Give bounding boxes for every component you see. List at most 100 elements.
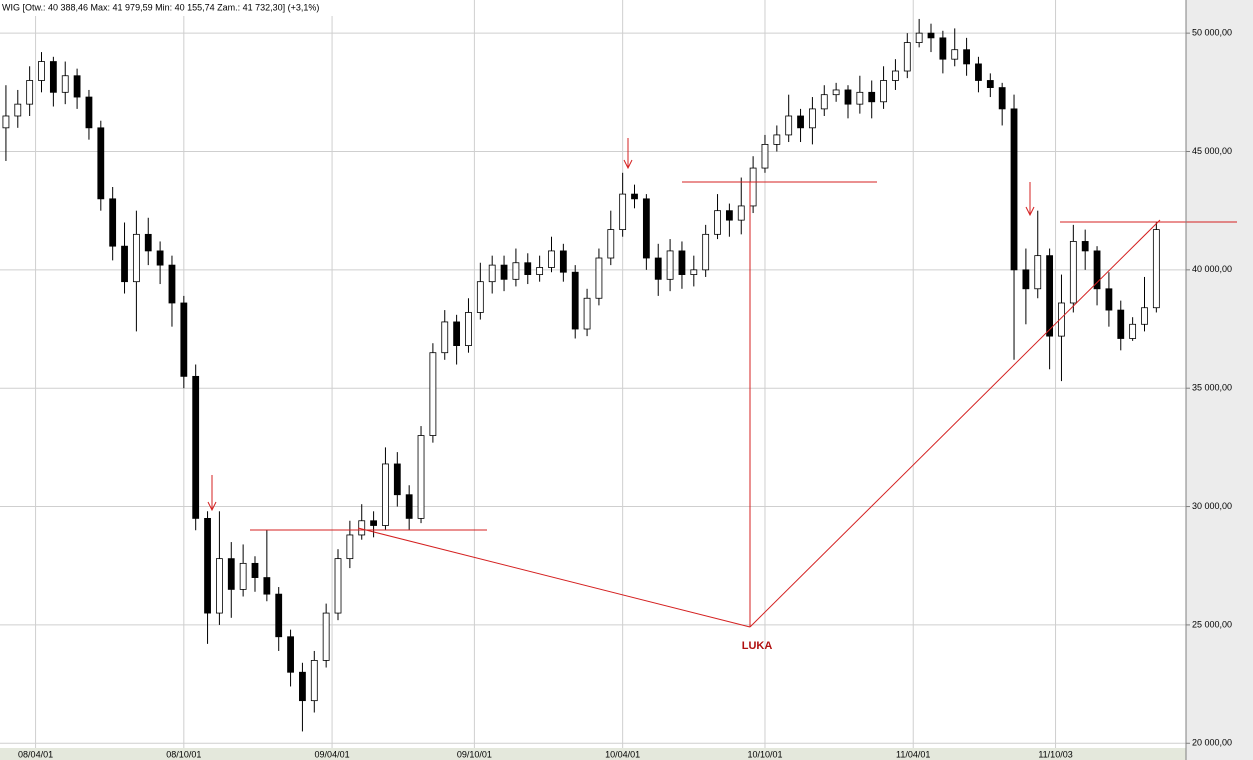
candle-body [14,103,22,117]
candle-body [476,281,484,313]
candle-body [465,312,472,346]
candle-body [832,89,840,96]
candle-body [607,229,615,259]
candle-body [761,143,769,169]
candle-body [299,671,306,702]
candle-body [737,205,745,221]
candle-body [880,80,887,103]
y-tick-label: 25 000,00 [1192,619,1232,629]
candle-body [393,463,401,496]
candle-body [38,61,45,81]
candle-body [749,167,757,207]
candle-body [49,61,57,93]
candle-body [429,352,437,436]
candle-body [548,250,555,268]
trend-line [357,527,751,628]
candle-body [1022,269,1030,290]
y-tick-label: 30 000,00 [1192,501,1232,511]
candle-body [678,250,686,275]
candle-body [227,558,235,590]
candle-body [405,494,413,519]
candle-body [642,198,650,259]
candle-body [2,115,10,129]
candle-body [370,520,377,526]
candle-body [216,558,223,614]
candle-body [903,42,911,72]
candle-body [97,127,105,200]
x-tick-label: 09/04/01 [315,749,350,759]
candle-body [809,108,816,129]
candle-body [868,91,876,103]
candle-body [856,91,864,105]
candle-body [156,250,164,266]
candle-body [1058,302,1065,337]
x-axis-area [0,748,1186,760]
annotation: LUKA [742,640,773,652]
candle-body [263,577,271,595]
candle-body [358,520,366,536]
candle-body [441,321,449,354]
x-tick-label: 09/10/01 [457,749,492,759]
candle-body [951,49,959,60]
candle-body [1093,250,1101,290]
candle-body [583,297,591,330]
candle-body [1046,255,1054,337]
candle-body [192,375,200,519]
candle-body [702,233,710,271]
candle-body [927,32,935,39]
arrow [623,138,633,170]
y-tick-label: 50 000,00 [1192,28,1232,38]
candle-body [1069,241,1077,304]
candle-body [251,562,259,578]
candle-body [287,636,294,673]
candle-body [109,198,117,247]
y-tick-label: 40 000,00 [1192,264,1232,274]
y-tick-label: 20 000,00 [1192,738,1232,748]
annotations: LUKA [207,138,1237,652]
candle-body [714,210,721,235]
candle-body [1141,307,1148,325]
candle-body [844,89,852,105]
candle-body [571,271,579,330]
candle-body [334,558,342,614]
candle-body [915,32,923,44]
candle-body [1010,108,1018,271]
x-tick-label: 10/04/01 [605,749,640,759]
plot-area [0,0,1186,748]
candle-body [963,49,970,65]
candle-body [725,210,733,221]
candle-body [975,63,982,81]
candle-body [524,262,532,275]
candle-body [26,80,34,105]
candle-body [168,264,176,304]
candle-body [619,193,627,231]
candle-body [820,94,828,110]
candle-body [892,70,899,81]
y-axis-area [1186,0,1253,760]
candle-body [488,264,496,283]
candle-body [417,435,425,519]
title-bg [0,0,400,16]
candle-body [536,267,544,275]
candle-body [1105,288,1113,311]
candle-body [73,75,81,98]
x-tick-label: 11/10/03 [1038,749,1072,759]
y-tick-label: 45 000,00 [1192,146,1232,156]
candle-body [1081,241,1089,252]
candle-body [61,75,69,93]
candle-body [986,80,994,88]
x-tick-label: 08/04/01 [18,749,53,759]
candle-body [559,250,567,273]
candle-body [939,37,947,60]
candle-body [512,262,520,280]
candle-body [785,115,793,136]
candle-body [85,96,93,129]
x-tick-label: 10/10/01 [747,749,782,759]
candle-body [322,612,330,661]
candle-body [595,257,603,299]
candle-body [1129,323,1137,339]
candle-body [453,321,461,346]
candle-body [1117,309,1125,339]
arrow [207,475,217,512]
